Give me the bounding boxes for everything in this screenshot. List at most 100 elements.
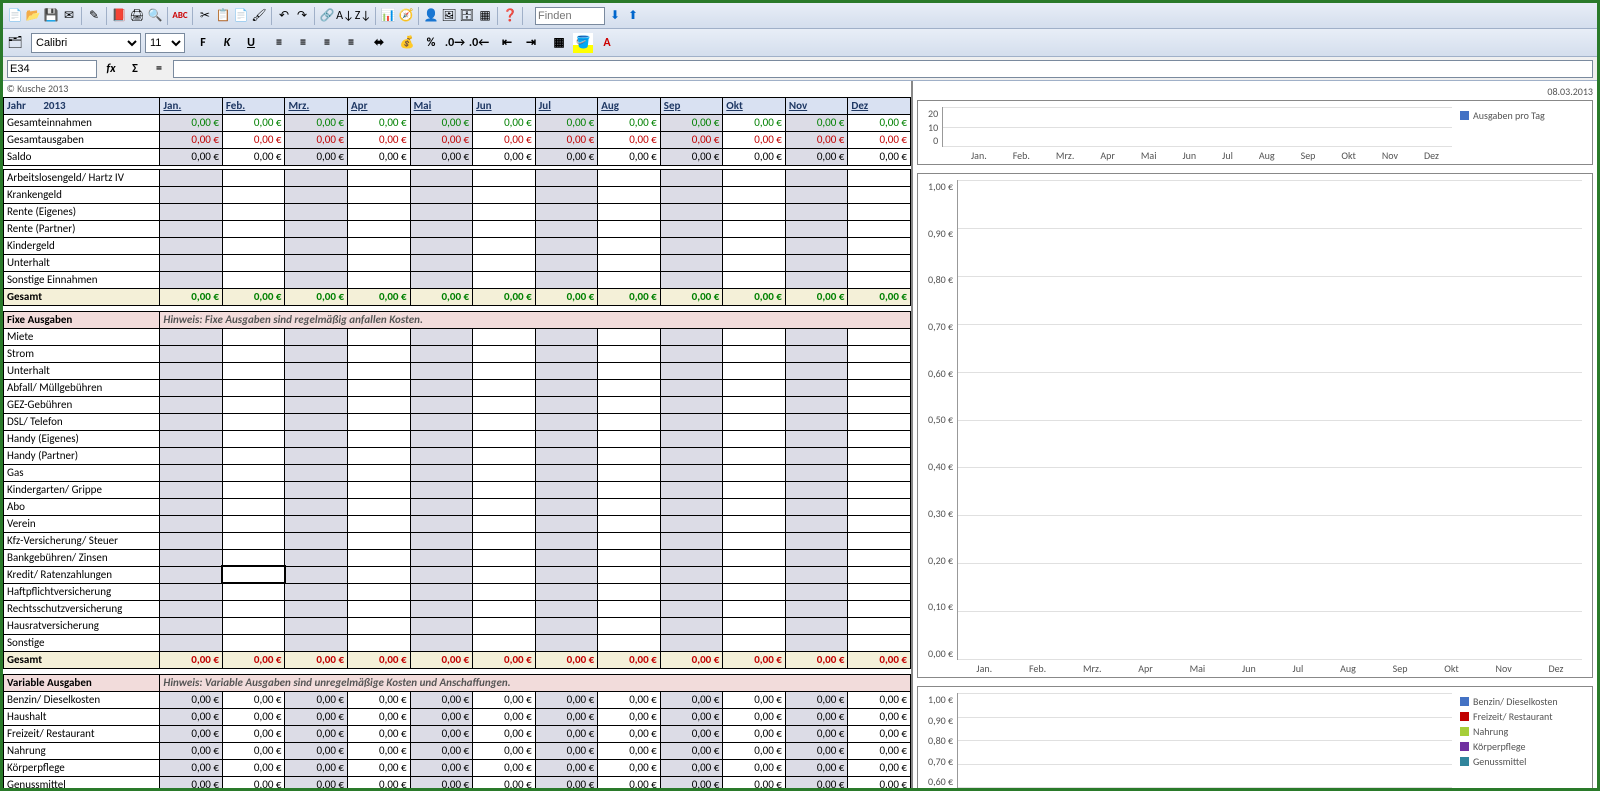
help-icon[interactable]: ❓ [502, 8, 518, 24]
variable-cell[interactable]: 0,00 € [848, 776, 911, 788]
variable-cell[interactable]: 0,00 € [785, 742, 848, 759]
fixe-cell[interactable] [285, 583, 348, 600]
income-cell[interactable] [348, 271, 411, 288]
fixe-cell[interactable] [598, 413, 661, 430]
undo-icon[interactable]: ↶ [276, 8, 292, 24]
fixe-cell[interactable] [473, 447, 536, 464]
summary-cell[interactable]: 0,00 € [723, 114, 786, 131]
variable-cell[interactable]: 0,00 € [723, 742, 786, 759]
summary-cell[interactable]: 0,00 € [410, 131, 473, 148]
income-cell[interactable] [160, 203, 223, 220]
fixe-cell[interactable] [785, 515, 848, 532]
variable-cell[interactable]: 0,00 € [848, 725, 911, 742]
fixe-cell[interactable] [785, 464, 848, 481]
income-cell[interactable] [785, 254, 848, 271]
fixe-cell[interactable] [598, 379, 661, 396]
income-cell[interactable] [848, 254, 911, 271]
new-icon[interactable]: 📄 [7, 8, 23, 24]
summary-cell[interactable]: 0,00 € [410, 114, 473, 131]
fixe-cell[interactable] [348, 379, 411, 396]
variable-cell[interactable]: 0,00 € [848, 708, 911, 725]
variable-cell[interactable]: 0,00 € [660, 759, 723, 776]
fixe-cell[interactable] [160, 345, 223, 362]
fixe-cell[interactable] [785, 447, 848, 464]
variable-cell[interactable]: 0,00 € [160, 742, 223, 759]
fixe-cell[interactable] [473, 515, 536, 532]
grid-icon[interactable]: ▦ [477, 8, 493, 24]
fixe-cell[interactable] [348, 515, 411, 532]
income-cell[interactable] [410, 237, 473, 254]
income-cell[interactable] [410, 203, 473, 220]
fixe-cell[interactable] [848, 600, 911, 617]
variable-cell[interactable]: 0,00 € [160, 759, 223, 776]
income-cell[interactable] [535, 271, 598, 288]
summary-cell[interactable]: 0,00 € [160, 148, 223, 165]
fixe-cell[interactable] [535, 617, 598, 634]
print-icon[interactable]: 🖨 [129, 8, 145, 24]
bold-button[interactable]: F [193, 33, 213, 53]
fixe-cell[interactable] [598, 345, 661, 362]
summary-cell[interactable]: 0,00 € [348, 131, 411, 148]
fixe-cell[interactable] [222, 481, 285, 498]
income-cell[interactable] [410, 271, 473, 288]
variable-cell[interactable]: 0,00 € [285, 742, 348, 759]
income-cell[interactable] [598, 271, 661, 288]
summary-cell[interactable]: 0,00 € [285, 114, 348, 131]
fixe-cell[interactable] [848, 447, 911, 464]
fixe-cell[interactable] [535, 379, 598, 396]
nav-icon[interactable]: 🧭 [398, 8, 414, 24]
fixe-cell[interactable] [410, 379, 473, 396]
fixe-cell[interactable] [660, 447, 723, 464]
fixe-cell[interactable] [598, 583, 661, 600]
income-cell[interactable] [285, 203, 348, 220]
fixe-cell[interactable] [348, 413, 411, 430]
fixe-cell[interactable] [348, 430, 411, 447]
variable-cell[interactable]: 0,00 € [473, 759, 536, 776]
fixe-cell[interactable] [222, 498, 285, 515]
variable-cell[interactable]: 0,00 € [723, 776, 786, 788]
income-cell[interactable] [473, 271, 536, 288]
fixe-cell[interactable] [222, 464, 285, 481]
fixe-cell[interactable] [723, 498, 786, 515]
fixe-cell[interactable] [160, 379, 223, 396]
fixe-cell[interactable] [535, 464, 598, 481]
summary-cell[interactable]: 0,00 € [160, 114, 223, 131]
fixe-cell[interactable] [222, 600, 285, 617]
fill-color-button[interactable]: 🪣 [573, 33, 593, 53]
summary-cell[interactable]: 0,00 € [348, 114, 411, 131]
fixe-cell[interactable] [660, 583, 723, 600]
fixe-cell[interactable] [660, 481, 723, 498]
income-cell[interactable] [285, 220, 348, 237]
fixe-cell[interactable] [410, 515, 473, 532]
fixe-cell[interactable] [535, 328, 598, 345]
fixe-cell[interactable] [160, 413, 223, 430]
fixe-cell[interactable] [598, 549, 661, 566]
income-cell[interactable] [348, 186, 411, 203]
variable-cell[interactable]: 0,00 € [410, 776, 473, 788]
variable-cell[interactable]: 0,00 € [222, 725, 285, 742]
sigma-button[interactable]: Σ [125, 59, 145, 79]
datasource-icon[interactable]: 🗄 [459, 8, 475, 24]
fixe-cell[interactable] [473, 413, 536, 430]
fixe-cell[interactable] [785, 634, 848, 651]
fixe-cell[interactable] [848, 328, 911, 345]
find-up-icon[interactable]: ⬆ [625, 8, 641, 24]
income-cell[interactable] [723, 237, 786, 254]
fixe-cell[interactable] [285, 396, 348, 413]
income-cell[interactable] [785, 237, 848, 254]
fixe-cell[interactable] [848, 413, 911, 430]
income-cell[interactable] [160, 169, 223, 186]
income-cell[interactable] [785, 203, 848, 220]
fixe-cell[interactable] [660, 379, 723, 396]
fixe-cell[interactable] [222, 447, 285, 464]
income-cell[interactable] [410, 169, 473, 186]
fixe-cell[interactable] [410, 583, 473, 600]
fixe-cell[interactable] [723, 430, 786, 447]
fixe-cell[interactable] [285, 515, 348, 532]
percent-button[interactable]: % [421, 33, 441, 53]
cut-icon[interactable]: ✂ [197, 8, 213, 24]
variable-cell[interactable]: 0,00 € [473, 742, 536, 759]
variable-cell[interactable]: 0,00 € [285, 759, 348, 776]
variable-cell[interactable]: 0,00 € [410, 742, 473, 759]
fixe-cell[interactable] [848, 515, 911, 532]
